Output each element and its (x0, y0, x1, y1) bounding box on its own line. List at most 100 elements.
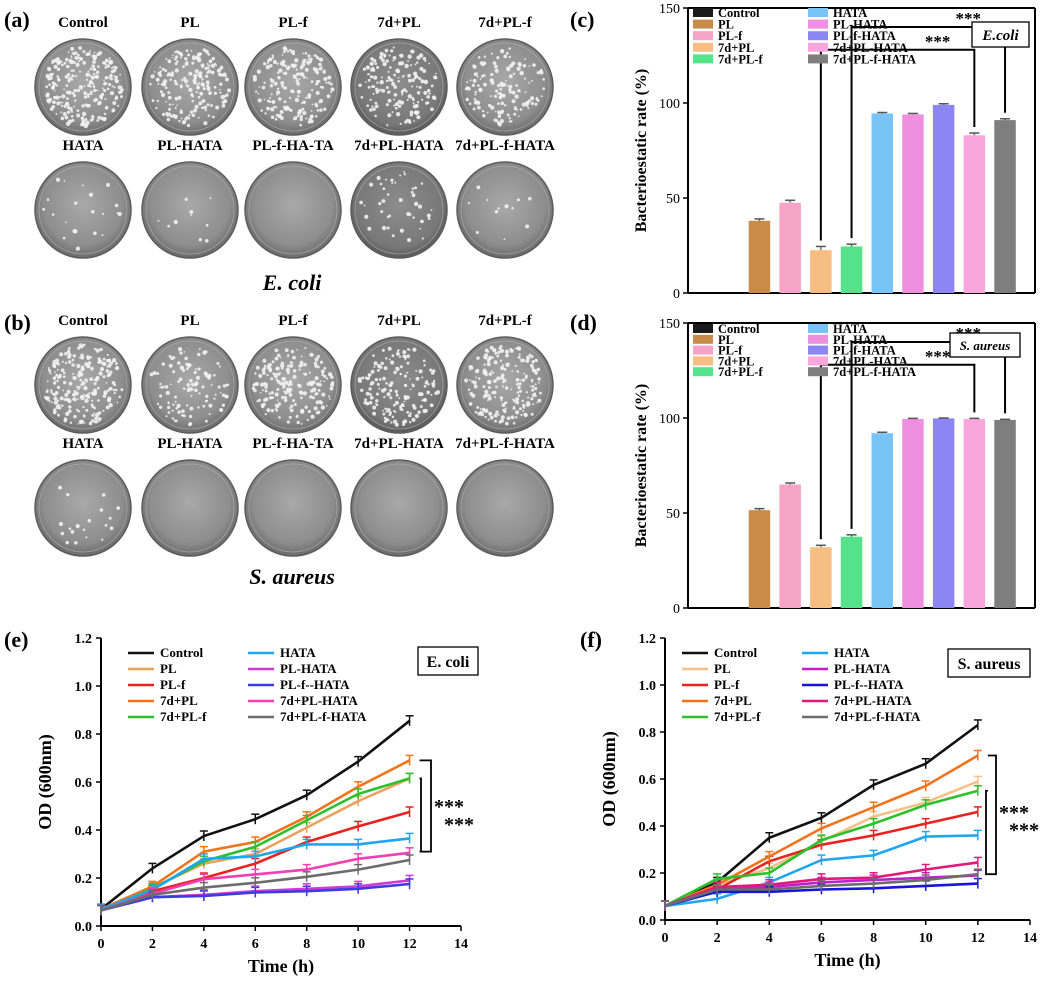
bacterial-colony (365, 391, 370, 396)
bacterial-colony (179, 351, 183, 355)
bacterial-colony (204, 49, 209, 54)
bacterial-colony (422, 359, 426, 363)
bacterial-colony (509, 120, 513, 123)
bacterial-colony (99, 508, 104, 512)
bacterial-colony (326, 377, 329, 380)
bacterial-colony (280, 116, 284, 120)
bacterial-colony (81, 119, 86, 124)
plate-label-pl: PL (180, 15, 199, 31)
bacterial-colony (516, 198, 520, 202)
bacterial-colony (67, 90, 72, 95)
bacterial-colony (523, 77, 526, 80)
bacterial-colony (307, 58, 310, 61)
bacterial-colony (188, 87, 193, 93)
bacterial-colony (198, 348, 201, 351)
y-tick-label: 0 (673, 287, 680, 302)
bacterial-colony (75, 75, 78, 78)
bacterial-colony (71, 363, 75, 367)
bacterial-colony (313, 406, 318, 411)
bacterial-colony (299, 114, 303, 119)
bacterial-colony (475, 230, 479, 235)
bacterial-colony (183, 78, 189, 84)
bacterial-colony (70, 530, 75, 534)
bacterial-colony (257, 92, 260, 95)
x-tick-label: 8 (303, 937, 310, 952)
bacterial-colony (116, 506, 120, 510)
bacterial-colony (169, 72, 175, 77)
bacterial-colony (84, 398, 89, 403)
bacterial-colony (372, 354, 375, 357)
bacterial-colony (109, 370, 113, 374)
bacterial-colony (386, 226, 390, 230)
bacterial-colony (192, 56, 196, 61)
bacterial-colony (89, 50, 92, 52)
bacterial-colony (67, 346, 71, 350)
bacterial-colony (495, 385, 498, 389)
bacterial-colony (378, 89, 381, 92)
bacterial-colony (114, 79, 120, 84)
bacterial-colony (149, 372, 154, 377)
bacterial-colony (476, 72, 479, 75)
bacterial-colony (70, 56, 73, 59)
bacterial-colony (89, 377, 94, 381)
bacterial-colony (525, 358, 530, 363)
bacterial-colony (85, 408, 89, 412)
bacterial-colony (277, 402, 282, 406)
bacterial-colony (87, 70, 90, 73)
inset-frame (971, 21, 1030, 48)
bacterial-colony (296, 81, 300, 86)
bacterial-colony (207, 64, 209, 67)
bacterial-colony (63, 180, 66, 182)
bacterial-colony (70, 69, 73, 72)
x-axis-title: Time (h) (248, 956, 314, 977)
bacterial-colony (317, 388, 321, 392)
bacterial-colony (209, 197, 212, 200)
bacterial-colony (531, 381, 533, 383)
bacterial-colony (159, 90, 163, 94)
bacterial-colony (498, 95, 503, 100)
bacterial-colony (105, 405, 110, 410)
bacterial-colony (524, 58, 526, 61)
bacterial-colony (191, 94, 194, 98)
y-tick-label: 0.8 (75, 728, 93, 743)
bacterial-colony (169, 78, 172, 82)
bacterial-colony (391, 354, 395, 358)
bacterial-colony (534, 371, 538, 375)
bacterial-colony (393, 98, 396, 101)
bacterial-colony (86, 355, 90, 359)
petri-dish-rim (145, 165, 235, 255)
petri-dish-rim (460, 463, 550, 553)
bacterial-colony (93, 412, 96, 414)
legend-swatch (808, 19, 828, 29)
bacterial-colony (368, 72, 371, 76)
bacterial-colony (258, 373, 263, 378)
bacterial-colony (399, 372, 403, 376)
bacterial-colony (76, 346, 81, 350)
bacterial-colony (520, 379, 522, 382)
bacterial-colony (82, 405, 85, 409)
bacterial-colony (409, 412, 412, 415)
bacterial-colony (319, 380, 322, 383)
bacterial-colony (210, 104, 213, 107)
bacterial-colony (70, 115, 74, 118)
bacterial-colony (308, 411, 311, 413)
plate-label-pl-f-ha-ta: PL-f-HA-TA (252, 436, 334, 452)
bacterial-colony (398, 197, 403, 203)
bacterial-colony (91, 76, 95, 79)
legend-entry: 7d+PL-f-HATA (833, 52, 916, 66)
bacterial-colony (78, 343, 83, 348)
bacterial-colony (119, 73, 121, 76)
bacterial-colony (515, 400, 520, 405)
bacterial-colony (219, 88, 221, 91)
y-axis-title: OD (600nm) (599, 731, 620, 827)
bacterial-colony (379, 51, 384, 56)
bacterial-colony (392, 55, 397, 60)
bacterial-colony (158, 405, 163, 409)
bacterial-colony (537, 381, 540, 384)
bacterial-colony (497, 84, 501, 88)
bacterial-colony (424, 381, 428, 385)
bacterial-colony (492, 348, 497, 353)
bacterial-colony (473, 98, 476, 101)
bacterial-colony (102, 409, 105, 412)
bacterial-colony (67, 51, 70, 53)
